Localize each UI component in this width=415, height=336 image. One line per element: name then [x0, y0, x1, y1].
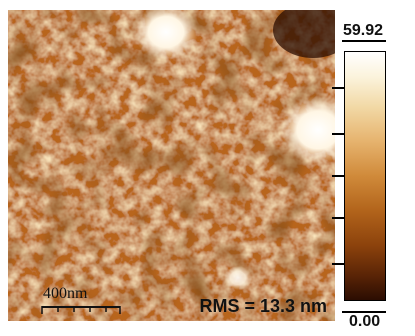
rms-roughness-label: RMS = 13.3 nm — [199, 296, 327, 316]
colorbar-min-line — [342, 311, 386, 313]
colorbar-gradient — [344, 51, 386, 301]
afm-topography-image: 400nm RMS = 13.3 nm — [8, 10, 335, 321]
colorbar-tick — [332, 217, 344, 219]
colorbar-max-label: 59.92 — [343, 22, 384, 39]
colorbar-max-line — [342, 40, 386, 42]
colorbar-tick — [332, 263, 344, 265]
colorbar-tick — [332, 87, 344, 89]
colorbar — [332, 51, 386, 301]
scale-bar-label: 400nm — [43, 285, 88, 302]
colorbar-tick — [332, 175, 344, 177]
scale-bar — [41, 306, 121, 314]
colorbar-min-label: 0.00 — [349, 313, 381, 330]
colorbar-tick — [332, 133, 344, 135]
